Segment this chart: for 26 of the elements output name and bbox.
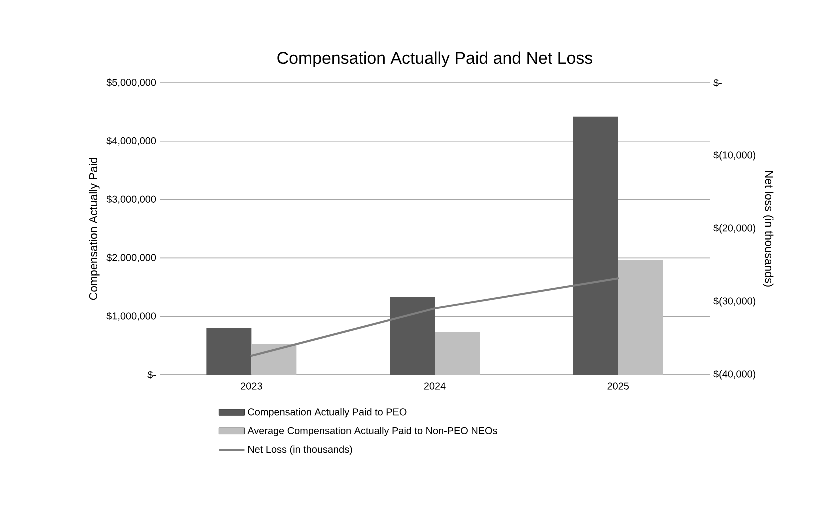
y2-tick-label: $(10,000) — [714, 151, 756, 161]
y2-tick-label: $(40,000) — [714, 370, 756, 380]
legend-label: Compensation Actually Paid to PEO — [248, 408, 407, 418]
bar — [618, 260, 664, 375]
x-tick-label: 2025 — [608, 382, 629, 390]
y-tick-label: $1,000,000 — [106, 312, 156, 321]
bar — [573, 116, 618, 375]
bar — [206, 328, 252, 375]
legend-label: Net Loss (in thousands) — [248, 446, 352, 456]
bar — [390, 297, 436, 375]
y-tick-label: $3,000,000 — [106, 195, 156, 204]
legend-label: Average Compensation Actually Paid to Non-PEO NEOs — [248, 427, 498, 436]
y2-axis-title: Net loss (in thousands) — [763, 171, 774, 287]
y2-tick-label: $(20,000) — [714, 224, 756, 234]
y-tick-label: $4,000,000 — [106, 137, 156, 146]
y2-tick-label: $- — [714, 78, 722, 88]
y2-tick-label: $(30,000) — [714, 297, 756, 307]
chart-title: Compensation Actually Paid and Net Loss — [278, 52, 592, 68]
x-tick-label: 2023 — [241, 382, 262, 390]
bar — [252, 344, 297, 375]
x-tick-label: 2024 — [424, 382, 446, 390]
y-tick-label: $2,000,000 — [106, 254, 156, 263]
y-tick-label: $- — [148, 370, 156, 380]
bar — [435, 332, 480, 375]
y-axis-title: Compensation Actually Paid — [89, 158, 100, 300]
y-tick-label: $5,000,000 — [106, 78, 156, 88]
